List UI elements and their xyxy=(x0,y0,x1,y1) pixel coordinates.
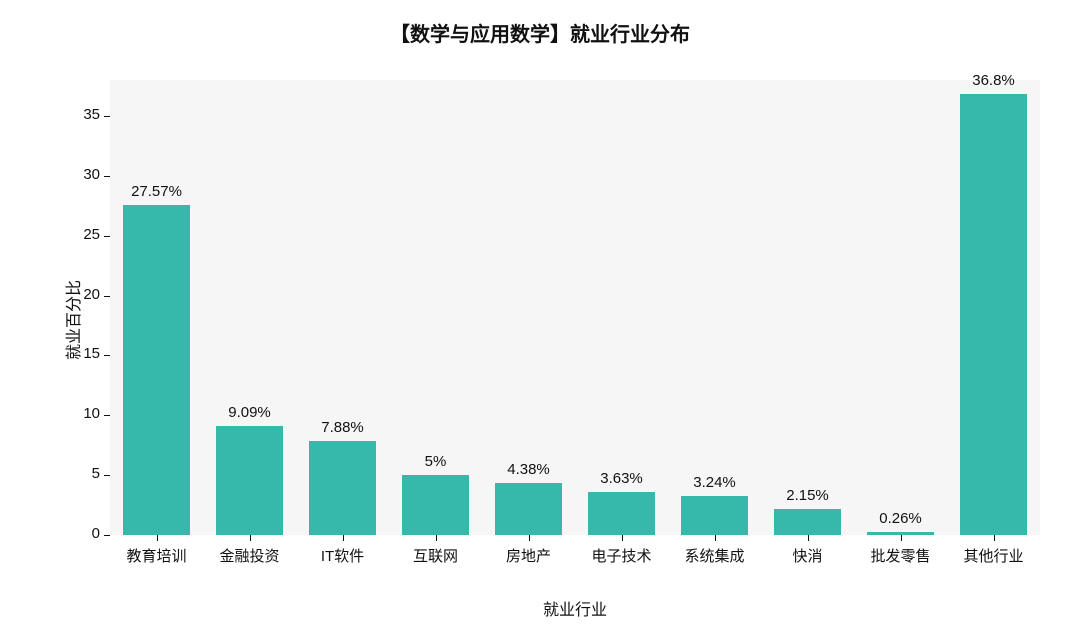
bar xyxy=(681,496,748,535)
bar xyxy=(588,492,655,535)
y-tick-mark xyxy=(104,236,110,237)
x-tick-mark xyxy=(436,535,437,541)
x-tick-mark xyxy=(994,535,995,541)
x-tick-label: 电子技术 xyxy=(591,545,651,566)
y-tick-label: 15 xyxy=(70,345,100,362)
chart-title: 【数学与应用数学】就业行业分布 xyxy=(0,18,1080,47)
y-tick-mark xyxy=(104,415,110,416)
y-tick-mark xyxy=(104,535,110,536)
bar xyxy=(216,426,283,535)
y-tick-mark xyxy=(104,176,110,177)
bar-value-label: 2.15% xyxy=(786,487,829,504)
bar xyxy=(495,483,562,535)
x-tick-mark xyxy=(901,535,902,541)
chart-container: 【数学与应用数学】就业行业分布 就业百分比 就业行业 0510152025303… xyxy=(0,0,1080,640)
x-tick-mark xyxy=(343,535,344,541)
y-tick-label: 25 xyxy=(70,226,100,243)
bar-value-label: 9.09% xyxy=(228,404,271,421)
y-tick-mark xyxy=(104,296,110,297)
x-tick-label: IT软件 xyxy=(321,545,364,566)
bar-value-label: 7.88% xyxy=(321,419,364,436)
x-tick-label: 其他行业 xyxy=(963,545,1023,566)
plot-area xyxy=(110,80,1040,535)
x-tick-label: 教育培训 xyxy=(126,545,186,566)
x-tick-label: 批发零售 xyxy=(870,545,930,566)
y-tick-mark xyxy=(104,116,110,117)
x-tick-mark xyxy=(622,535,623,541)
y-tick-mark xyxy=(104,355,110,356)
y-tick-label: 35 xyxy=(70,106,100,123)
y-tick-label: 20 xyxy=(70,286,100,303)
bar-value-label: 27.57% xyxy=(131,183,182,200)
y-tick-mark xyxy=(104,475,110,476)
x-tick-mark xyxy=(529,535,530,541)
x-tick-mark xyxy=(715,535,716,541)
bar xyxy=(123,205,190,535)
x-tick-mark xyxy=(808,535,809,541)
bar xyxy=(774,509,841,535)
x-tick-label: 房地产 xyxy=(506,545,551,566)
x-tick-label: 互联网 xyxy=(413,545,458,566)
y-tick-label: 30 xyxy=(70,166,100,183)
x-tick-mark xyxy=(250,535,251,541)
y-tick-label: 0 xyxy=(70,525,100,542)
x-axis-label: 就业行业 xyxy=(110,596,1040,620)
x-tick-mark xyxy=(157,535,158,541)
bar-value-label: 3.63% xyxy=(600,470,643,487)
bar-value-label: 36.8% xyxy=(972,72,1015,89)
bar-value-label: 5% xyxy=(425,453,447,470)
y-tick-label: 5 xyxy=(70,465,100,482)
bar xyxy=(309,441,376,535)
bar-value-label: 0.26% xyxy=(879,510,922,527)
x-tick-label: 系统集成 xyxy=(684,545,744,566)
bar xyxy=(960,94,1027,535)
bar-value-label: 3.24% xyxy=(693,474,736,491)
x-tick-label: 快消 xyxy=(792,545,822,566)
bar-value-label: 4.38% xyxy=(507,461,550,478)
x-tick-label: 金融投资 xyxy=(219,545,279,566)
y-tick-label: 10 xyxy=(70,405,100,422)
bar xyxy=(402,475,469,535)
